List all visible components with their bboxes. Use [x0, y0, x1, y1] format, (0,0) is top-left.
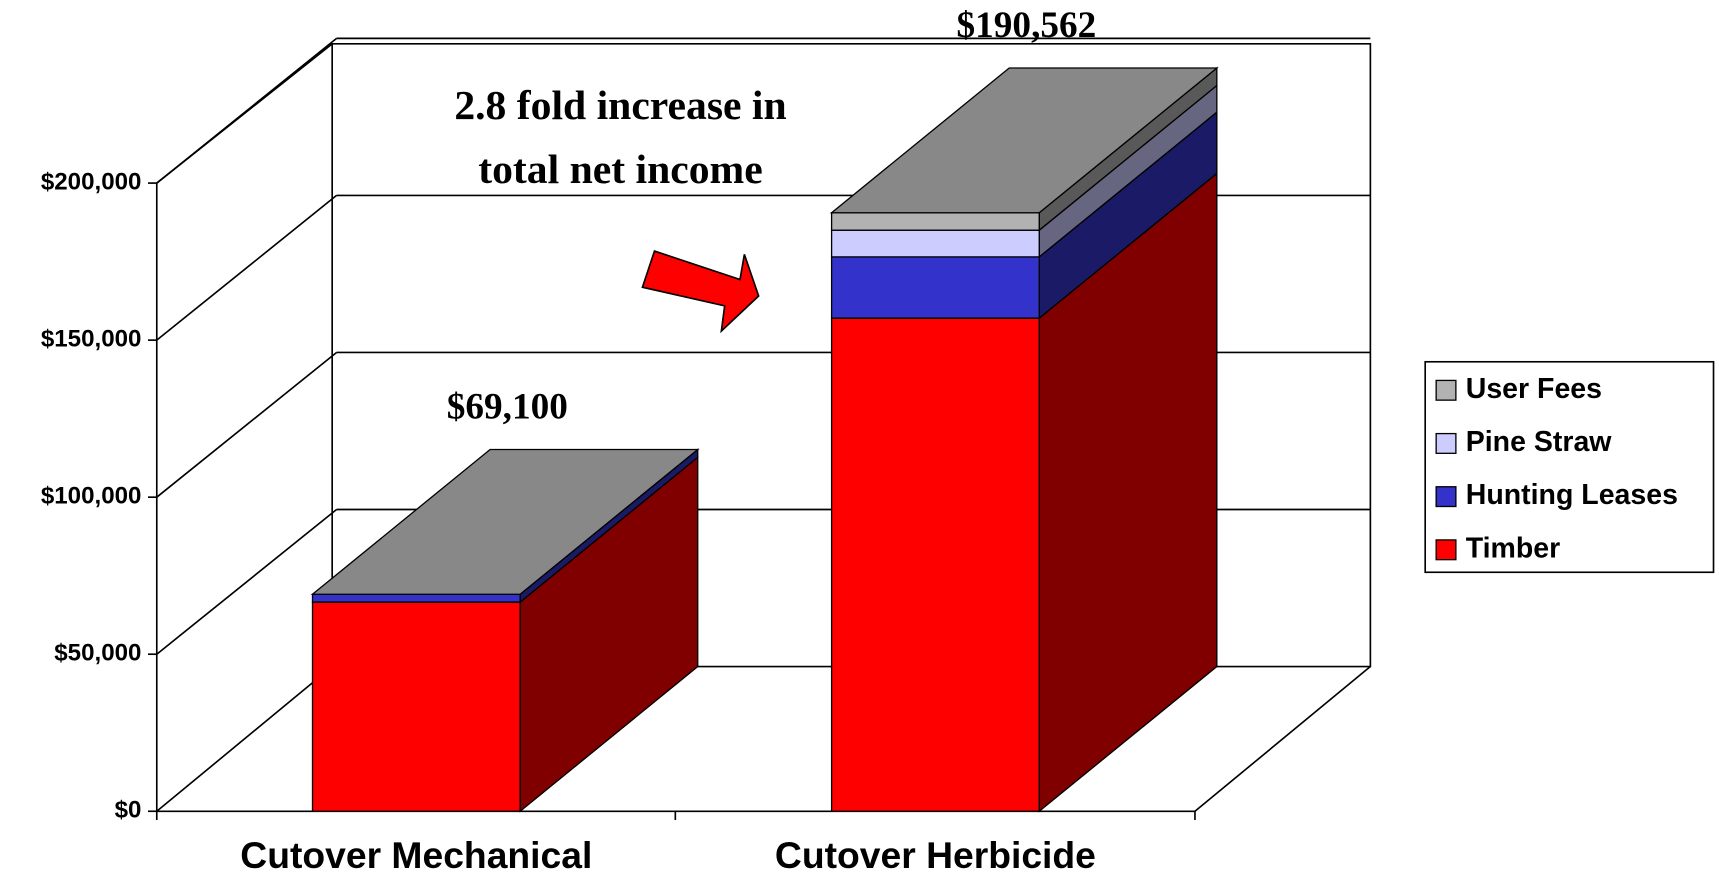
annotation: total net income [478, 147, 762, 193]
legend-swatch [1435, 379, 1457, 401]
x-tick-label: Cutover Herbicide [775, 834, 1096, 876]
bar [830, 256, 1040, 319]
grid-line [156, 351, 338, 498]
bar [311, 601, 521, 812]
legend-swatch [1435, 539, 1457, 561]
legend-label: Timber [1466, 532, 1561, 564]
legend-swatch [1435, 486, 1457, 508]
annotation: 2.8 fold increase in [454, 83, 786, 129]
total-label: $69,100 [447, 387, 568, 428]
bar [830, 317, 1040, 812]
bar [311, 593, 521, 603]
y-tick-label: $50,000 [54, 640, 141, 667]
legend-label: Pine Straw [1466, 426, 1613, 458]
bar-top [310, 448, 700, 595]
floor-right-edge [1194, 665, 1371, 812]
y-tick-label: $100,000 [41, 483, 142, 510]
floor-left-edge [156, 665, 333, 812]
bar [830, 212, 1040, 231]
arrow [641, 250, 760, 334]
grid-line [156, 508, 338, 655]
y-tick-label: $200,000 [41, 168, 142, 195]
bar-top [829, 67, 1219, 214]
legend [1424, 360, 1715, 574]
legend-label: Hunting Leases [1466, 479, 1678, 511]
y-tick-label: $150,000 [41, 326, 142, 353]
y-tick-label: $0 [115, 797, 142, 824]
legend-swatch [1435, 432, 1457, 454]
legend-label: User Fees [1466, 373, 1602, 405]
grid-line [156, 194, 338, 341]
total-label: $190,562 [957, 5, 1097, 46]
grid-line [156, 37, 338, 184]
x-tick-label: Cutover Mechanical [240, 834, 592, 876]
bar [830, 229, 1040, 258]
